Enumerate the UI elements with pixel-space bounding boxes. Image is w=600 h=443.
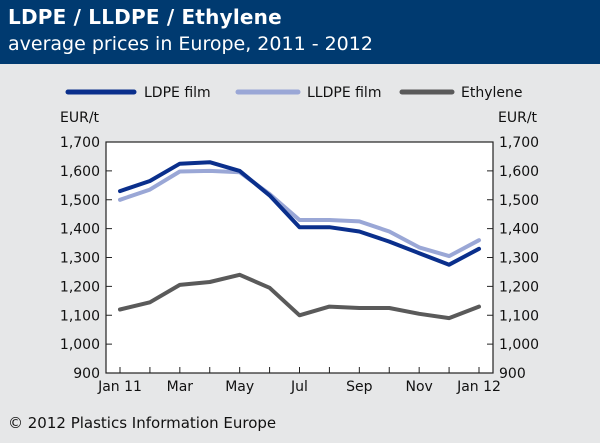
left-y-axis: 900 1,000 1,100 1,200 1,300 1,400 1,500 1,600 1,…	[60, 135, 112, 382]
right-y-tick-label: 1,100	[499, 308, 539, 324]
x-tick-label: May	[225, 379, 254, 395]
x-tick-label: Mar	[167, 379, 194, 395]
series-line-lldpe-film	[118, 168, 481, 259]
legend-label: Ethylene	[461, 85, 522, 101]
left-y-tick-label: 1,100	[60, 308, 100, 324]
chart-header: LDPE / LLDPE / Ethylene average prices i…	[0, 0, 600, 64]
right-y-tick-label: 1,300	[499, 251, 539, 267]
left-y-tick-label: 1,300	[60, 251, 100, 267]
left-y-tick-label: 1,400	[60, 222, 100, 238]
right-y-tick-label: 1,400	[499, 222, 539, 238]
price-chart: LDPE film LLDPE film Ethylene 900 1,000 1,10…	[60, 85, 539, 395]
legend-label: LDPE film	[144, 85, 211, 101]
left-y-tick-label: 900	[73, 366, 100, 382]
left-y-tick-label: 1,600	[60, 164, 100, 180]
left-y-tick-label: 1,000	[60, 337, 100, 353]
x-tick-label: Jan 11	[97, 379, 142, 395]
copyright-footer: © 2012 Plastics Information Europe	[8, 414, 277, 432]
legend-label: LLDPE film	[307, 85, 381, 101]
x-tick-label: Sep	[346, 379, 373, 395]
x-tick-label: Jul	[290, 379, 308, 395]
right-y-tick-label: 1,000	[499, 337, 539, 353]
chart-subtitle: average prices in Europe, 2011 - 2012	[8, 33, 373, 55]
left-y-tick-label: 1,200	[60, 279, 100, 295]
right-axis-unit-label: EUR/t	[498, 110, 538, 126]
legend: LDPE film LLDPE film Ethylene	[65, 85, 522, 101]
right-y-tick-label: 1,600	[499, 164, 539, 180]
left-y-tick-label: 1,500	[60, 193, 100, 209]
x-tick-label: Jan 12	[456, 379, 501, 395]
legend-item-lldpe-film: LLDPE film	[235, 85, 381, 101]
x-tick-label: Nov	[406, 379, 433, 395]
x-axis: Jan 11 Mar May Jul Sep Nov Jan 12	[97, 367, 501, 395]
left-axis-unit-label: EUR/t	[60, 110, 100, 126]
legend-item-ethylene: Ethylene	[399, 85, 522, 101]
series-line-ethylene	[118, 272, 481, 321]
right-y-axis: 900 1,000 1,100 1,200 1,300 1,400 1,500 1,600 1,…	[487, 135, 539, 382]
series-layer	[118, 160, 481, 321]
right-y-tick-label: 900	[499, 366, 526, 382]
right-y-tick-label: 1,700	[499, 135, 539, 151]
chart-area: LDPE film LLDPE film Ethylene 900 1,000 1,10…	[0, 64, 600, 405]
right-y-tick-label: 1,500	[499, 193, 539, 209]
series-line-ldpe-film	[118, 160, 481, 267]
right-y-tick-label: 1,200	[499, 279, 539, 295]
chart-title: LDPE / LLDPE / Ethylene	[8, 5, 282, 29]
left-y-tick-label: 1,700	[60, 135, 100, 151]
legend-item-ldpe-film: LDPE film	[65, 85, 211, 101]
